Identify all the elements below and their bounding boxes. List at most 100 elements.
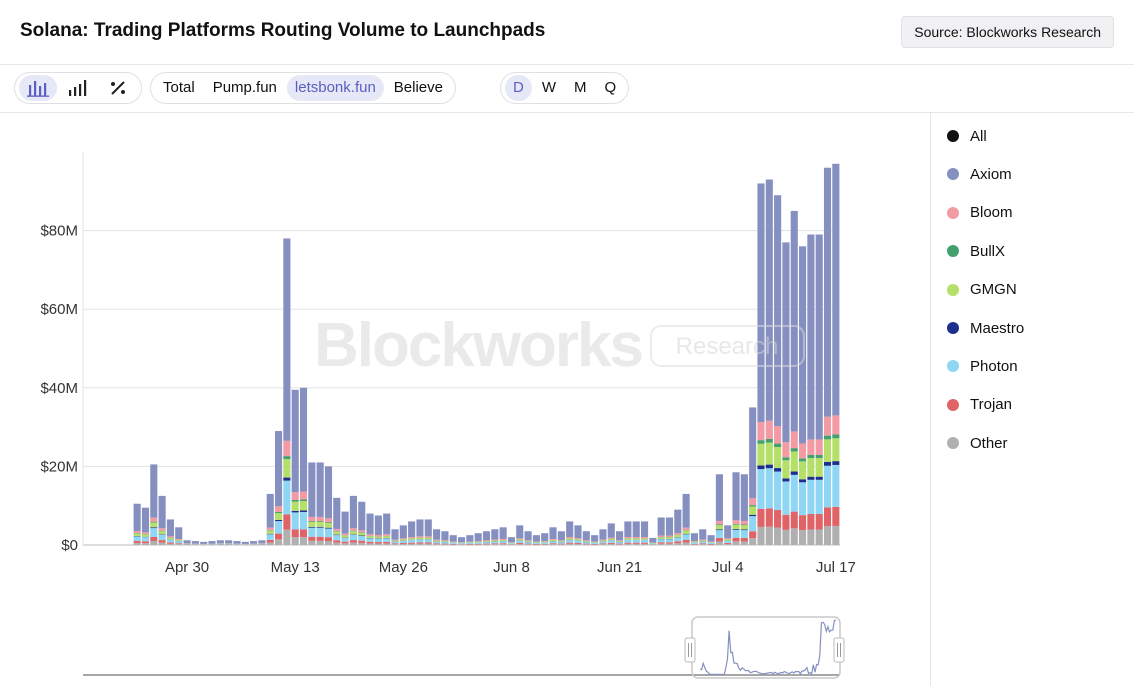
bar-segment-other[interactable] [699, 544, 707, 545]
bar-segment-gmgn[interactable] [399, 539, 407, 541]
bar-segment-maestro[interactable] [782, 478, 790, 482]
bar-segment-photon[interactable] [316, 527, 324, 537]
bar-segment-gmgn[interactable] [266, 530, 274, 534]
bar-segment-photon[interactable] [665, 539, 674, 543]
bar-segment-trojan[interactable] [308, 536, 316, 541]
bar-segment-gmgn[interactable] [283, 459, 291, 478]
bar-segment-bloom[interactable] [599, 539, 607, 541]
bar-segment-gmgn[interactable] [782, 460, 790, 479]
bar-segment-maestro[interactable] [316, 526, 324, 528]
bar-segment-gmgn[interactable] [807, 458, 815, 477]
bar-segment-trojan[interactable] [607, 542, 615, 544]
bar-segment-other[interactable] [657, 543, 665, 545]
filter-believe[interactable]: Believe [393, 79, 443, 96]
bar-segment-trojan[interactable] [757, 508, 765, 527]
bar-segment-axiom[interactable] [491, 529, 499, 540]
bar-segment-axiom[interactable] [799, 246, 807, 444]
bar-segment-other[interactable] [799, 530, 807, 545]
bar-segment-bloom[interactable] [757, 422, 765, 441]
bar-segment-axiom[interactable] [657, 517, 665, 536]
bar-segment-other[interactable] [424, 543, 432, 545]
bar-segment-photon[interactable] [374, 538, 382, 543]
bar-segment-trojan[interactable] [374, 542, 382, 544]
bar-segment-gmgn[interactable] [383, 536, 391, 539]
bar-segment-axiom[interactable] [832, 163, 840, 416]
bar-segment-axiom[interactable] [732, 472, 740, 521]
bar-segment-gmgn[interactable] [333, 531, 341, 535]
bar-segment-trojan[interactable] [616, 543, 624, 545]
bar-segment-trojan[interactable] [699, 543, 707, 545]
bar-segment-bloom[interactable] [416, 536, 424, 538]
bar-segment-other[interactable] [141, 543, 150, 545]
bar-segment-gmgn[interactable] [141, 534, 150, 537]
bar-segment-bloom[interactable] [341, 533, 349, 536]
bar-segment-other[interactable] [549, 544, 557, 545]
bar-segment-bullx[interactable] [316, 521, 324, 522]
bar-segment-photon[interactable] [690, 542, 698, 544]
bar-segment-bloom[interactable] [166, 536, 174, 538]
legend-item-other[interactable]: Other [947, 432, 1008, 454]
bar-segment-axiom[interactable] [574, 525, 582, 539]
bar-segment-axiom[interactable] [316, 462, 324, 517]
bar-segment-bloom[interactable] [158, 528, 166, 531]
bar-segment-axiom[interactable] [208, 541, 216, 544]
bar-segment-axiom[interactable] [150, 464, 158, 518]
bar-segment-axiom[interactable] [391, 529, 399, 540]
bar-segment-other[interactable] [283, 529, 291, 545]
bar-segment-other[interactable] [441, 544, 449, 545]
percent-icon[interactable] [99, 75, 137, 101]
bar-segment-trojan[interactable] [166, 542, 174, 544]
bar-segment-axiom[interactable] [158, 495, 166, 529]
bar-segment-trojan[interactable] [283, 514, 291, 530]
bar-segment-bloom[interactable] [133, 530, 141, 534]
bar-segment-gmgn[interactable] [557, 541, 565, 542]
bar-segment-trojan[interactable] [790, 511, 798, 529]
bar-segment-bloom[interactable] [632, 536, 640, 539]
bar-segment-bloom[interactable] [374, 534, 382, 537]
bar-segment-bloom[interactable] [616, 540, 624, 542]
bar-segment-other[interactable] [732, 541, 740, 545]
bar-segment-gmgn[interactable] [582, 541, 590, 542]
bar-segment-photon[interactable] [724, 540, 732, 544]
bar-segment-bloom[interactable] [541, 540, 549, 542]
bar-segment-photon[interactable] [715, 530, 723, 538]
bar-segment-gmgn[interactable] [724, 539, 732, 541]
bar-segment-bloom[interactable] [482, 540, 491, 542]
bar-segment-photon[interactable] [324, 528, 333, 538]
bar-segment-gmgn[interactable] [774, 447, 782, 469]
bar-segment-bullx[interactable] [682, 530, 690, 531]
bar-segment-axiom[interactable] [191, 541, 199, 544]
bar-segment-bloom[interactable] [624, 536, 632, 539]
bar-segment-other[interactable] [557, 544, 565, 545]
bar-segment-axiom[interactable] [449, 535, 457, 542]
bar-segment-other[interactable] [674, 543, 682, 545]
bar-segment-gmgn[interactable] [524, 541, 532, 542]
bar-segment-axiom[interactable] [516, 525, 524, 539]
bar-segment-other[interactable] [341, 543, 349, 545]
bar-segment-gmgn[interactable] [815, 458, 823, 477]
bar-segment-photon[interactable] [150, 528, 158, 537]
bar-segment-gmgn[interactable] [657, 537, 665, 539]
bar-segment-other[interactable] [807, 529, 815, 545]
bar-segment-trojan[interactable] [832, 506, 840, 526]
bar-segment-gmgn[interactable] [665, 537, 674, 539]
bar-segment-photon[interactable] [441, 542, 449, 544]
bar-segment-photon[interactable] [532, 542, 540, 545]
bar-segment-maestro[interactable] [324, 527, 333, 529]
bar-segment-gmgn[interactable] [832, 438, 840, 462]
bar-segment-photon[interactable] [499, 541, 507, 544]
bar-segment-photon[interactable] [158, 534, 166, 541]
bar-segment-photon[interactable] [707, 542, 715, 545]
bar-segment-trojan[interactable] [141, 541, 150, 544]
bar-segment-trojan[interactable] [541, 543, 549, 545]
bar-segment-gmgn[interactable] [674, 535, 682, 538]
bar-segment-photon[interactable] [408, 540, 416, 543]
bar-segment-bloom[interactable] [275, 506, 283, 512]
bar-segment-trojan[interactable] [175, 543, 183, 545]
bar-segment-trojan[interactable] [433, 543, 441, 545]
bar-segment-photon[interactable] [175, 541, 183, 544]
bar-segment-photon[interactable] [383, 538, 391, 542]
bar-segment-axiom[interactable] [166, 519, 174, 537]
bar-segment-photon[interactable] [349, 534, 357, 541]
bar-segment-axiom[interactable] [358, 501, 366, 531]
